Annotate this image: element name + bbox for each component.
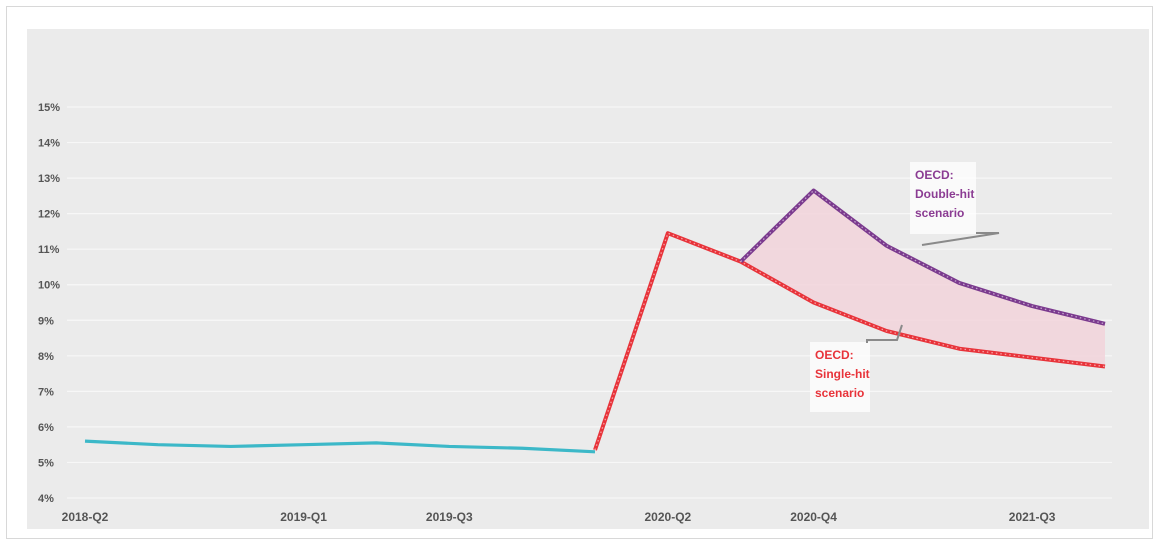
annotations: OECD: Double-hit scenario OECD: Single-hit sc… [810,162,1000,412]
chart-frame: 4% 5% 6% 7% 8% 9% 10% 11% 12% 13% 14% 15% 2018-Q2 20… [6,6,1153,539]
double-hit-scenario-line-dots [740,189,1106,325]
x-tick-label: 2020-Q4 [790,510,837,524]
x-tick-label: 2019-Q3 [426,510,473,524]
x-tick-label: 2020-Q2 [645,510,692,524]
annotation-callout: OECD: Double-hit scenario [910,162,1000,246]
plot-background [27,29,1149,529]
y-tick-label: 8% [38,351,54,363]
y-tick-label: 15% [38,102,60,114]
y-tick-label: 9% [38,315,54,327]
annotation-callout: OECD: Single-hit scenario [810,324,903,412]
y-tick-label: 12% [38,209,60,221]
y-tick-label: 11% [38,244,60,256]
y-tick-label: 13% [38,173,60,185]
annotation-text: scenario [915,206,964,220]
x-tick-label: 2019-Q1 [280,510,327,524]
y-tick-label: 7% [38,386,54,398]
y-tick-label: 10% [38,280,60,292]
x-axis-ticks: 2018-Q2 2019-Q1 2019-Q3 2020-Q2 2020-Q4 2021-… [62,510,1056,524]
annotation-leader [921,232,1000,246]
single-hit-scenario-line [593,231,1106,451]
annotation-box [810,342,870,412]
x-tick-label: 2018-Q2 [62,510,109,524]
series-lines [84,188,1106,454]
scenario-band [740,190,1105,367]
y-tick-label: 14% [38,138,60,150]
annotation-text: OECD: [915,168,954,182]
y-axis-ticks: 4% 5% 6% 7% 8% 9% 10% 11% 12% 13% 14% 15% [38,102,60,505]
baseline-line [84,439,596,454]
annotation-text: Double-hit [915,187,974,201]
annotation-leader [866,324,903,343]
y-tick-label: 6% [38,422,54,434]
annotation-text: Single-hit [815,367,870,381]
annotation-text: OECD: [815,348,854,362]
scenario-band-area [740,190,1105,367]
y-tick-label: 5% [38,457,54,469]
line-chart: 4%5%6%7%8%9%10%11%12%13%14%15% 2018-Q2 20… [27,29,1149,529]
annotation-text: scenario [815,386,864,400]
annotation-box [910,162,976,234]
x-tick-label: 2021-Q3 [1009,510,1056,524]
y-tick-label: 4% [38,493,54,505]
